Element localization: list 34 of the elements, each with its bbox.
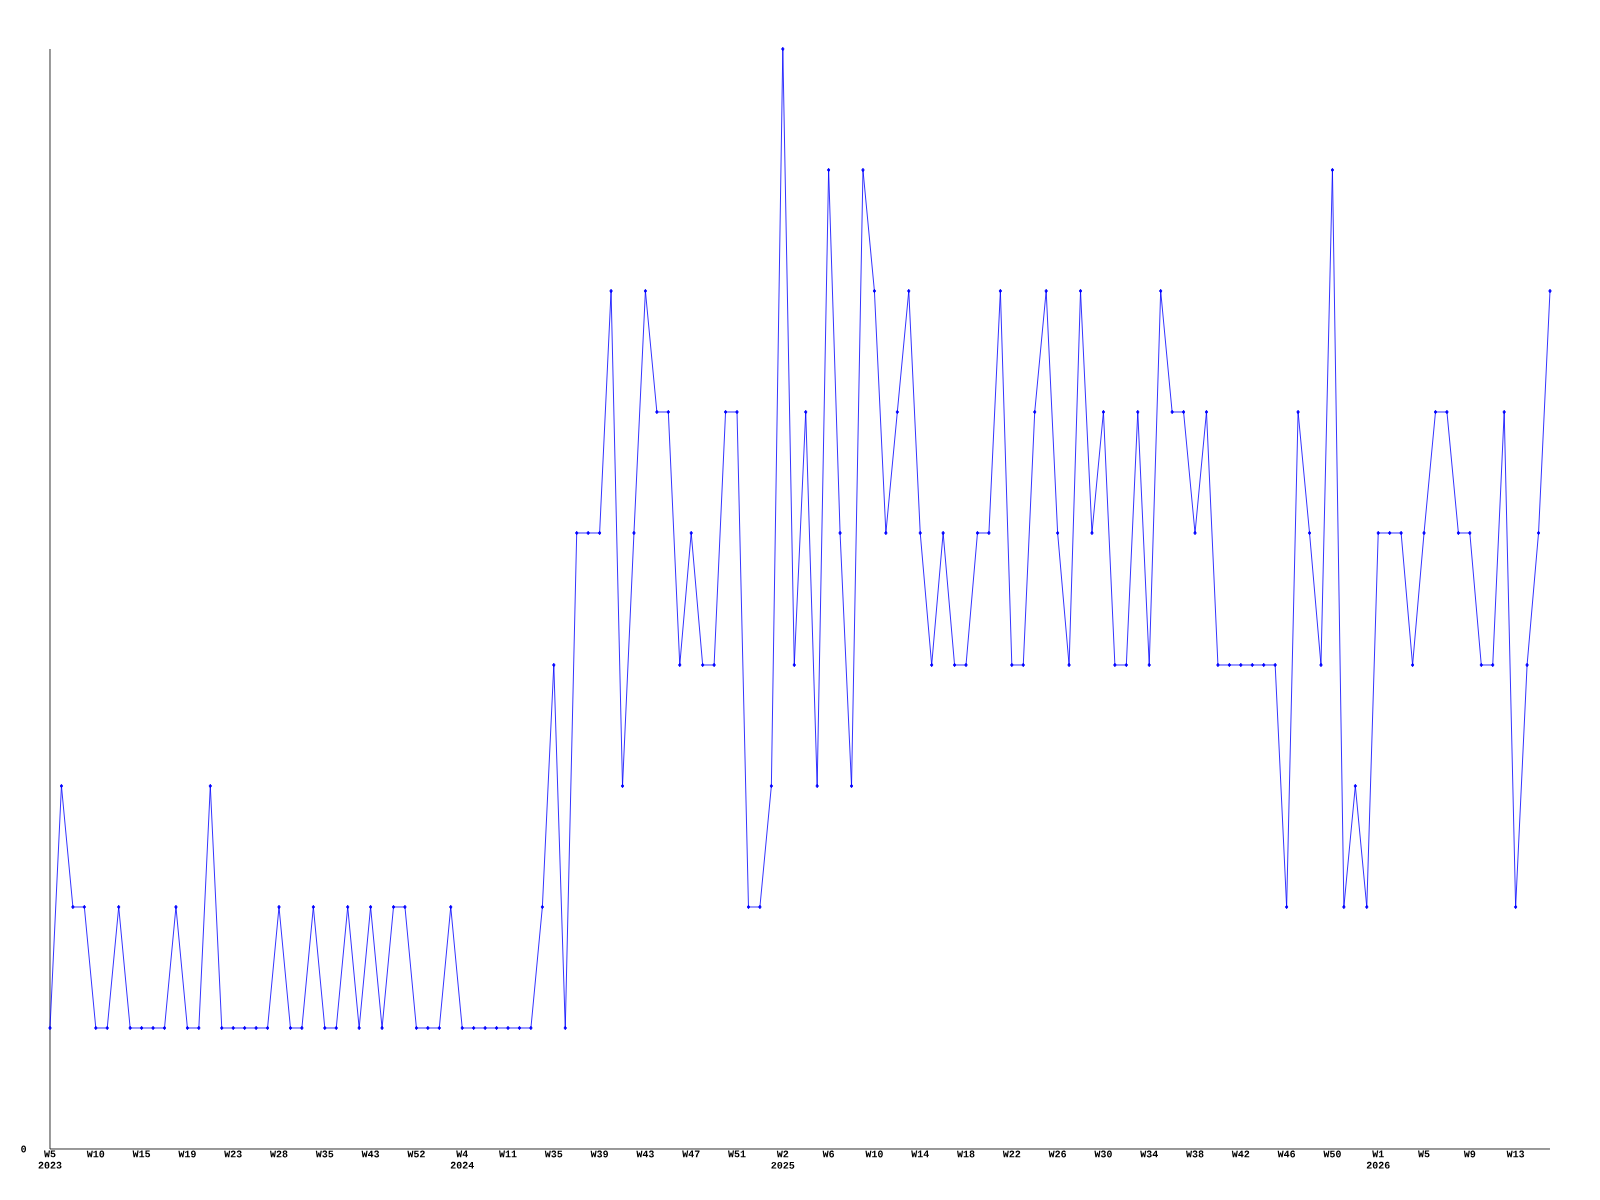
x-tick-label: W6 <box>822 1150 835 1158</box>
x-tick-label: W14 <box>911 1150 929 1158</box>
x-tick-label: W2 2025 <box>771 1150 795 1169</box>
x-tick-label: W51 <box>728 1150 746 1158</box>
x-tick-label: W18 <box>957 1150 975 1158</box>
x-tick-label: W30 <box>1094 1150 1112 1158</box>
x-tick-label: W19 <box>178 1150 196 1158</box>
x-tick-label: W4 2024 <box>450 1150 474 1169</box>
text: 0 <box>21 1145 27 1153</box>
x-tick-label: W5 2023 <box>38 1150 62 1169</box>
x-tick-label: W52 <box>407 1150 425 1158</box>
x-tick-label: W11 <box>499 1150 517 1158</box>
x-tick-label: W38 <box>1186 1150 1204 1158</box>
x-tick-label: W28 <box>270 1150 288 1158</box>
x-tick-label: W43 <box>636 1150 654 1158</box>
x-tick-label: W34 <box>1140 1150 1158 1158</box>
x-tick-label: W10 <box>86 1150 105 1158</box>
x-tick-label: W22 <box>1002 1150 1021 1158</box>
x-tick-label: W35 <box>315 1150 334 1158</box>
x-tick-label: W35 <box>544 1150 563 1158</box>
x-tick-label: W39 <box>590 1150 609 1158</box>
x-tick-label: W5 <box>1418 1150 1430 1158</box>
x-tick-label: W26 <box>1048 1150 1067 1158</box>
x-tick-label: W42 <box>1231 1150 1250 1158</box>
x-tick-label: W10 <box>865 1150 883 1158</box>
x-tick-label: W15 <box>132 1150 151 1158</box>
x-tick-label: W47 <box>682 1150 700 1158</box>
x-tick-label: W23 <box>224 1150 242 1158</box>
x-tick-label: W43 <box>361 1150 380 1158</box>
x-tick-label: W1 2026 <box>1366 1150 1390 1169</box>
x-tick-label: W46 <box>1277 1150 1296 1158</box>
x-tick-label: W50 <box>1323 1150 1341 1158</box>
x-tick-label: W13 <box>1506 1150 1525 1158</box>
x-tick-label: W9 <box>1463 1150 1476 1158</box>
